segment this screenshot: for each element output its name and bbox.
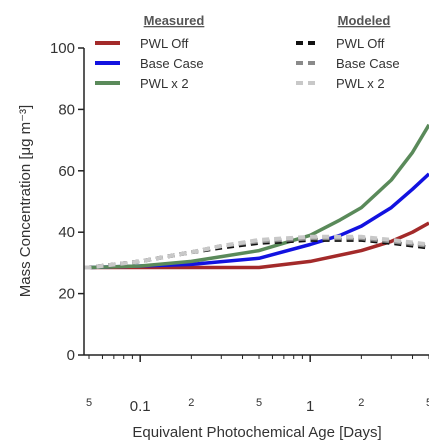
- y-tick-label: 20: [58, 286, 75, 303]
- x-tick-label: 0.1: [130, 398, 151, 415]
- y-tick-label: 0: [67, 347, 75, 364]
- series-layer: [84, 123, 429, 270]
- legend-label-modeled-2: PWL x 2: [336, 76, 385, 91]
- legend: Measured Modeled PWL Off Base Case PWL x 2…: [95, 13, 400, 91]
- y-tick-label: 40: [58, 224, 75, 241]
- x-tick-label: 5: [256, 397, 262, 409]
- x-tick-label: 5: [86, 397, 92, 409]
- legend-measured-header: Measured: [144, 13, 205, 28]
- y-tick-label: 80: [58, 101, 75, 118]
- x-tick-label: 5: [426, 397, 429, 409]
- y-ticks: 0 20 40 60 80 100: [50, 40, 84, 364]
- x-ticks: 5 0.1 2 5 1 2 5: [86, 355, 429, 415]
- y-axis-title: Mass Concentration [μg m⁻³]: [17, 105, 34, 297]
- legend-label-measured-1: Base Case: [140, 56, 204, 71]
- axes: [83, 48, 429, 356]
- x-tick-label: 2: [188, 397, 194, 409]
- legend-modeled-header: Modeled: [338, 13, 391, 28]
- x-tick-label: 2: [358, 397, 364, 409]
- series-line-measured-0: [84, 221, 429, 270]
- x-axis-title: Equivalent Photochemical Age [Days]: [132, 424, 381, 441]
- y-tick-label: 100: [50, 40, 75, 57]
- x-tick-label: 1: [306, 398, 314, 415]
- legend-label-modeled-1: Base Case: [336, 56, 400, 71]
- legend-label-modeled-0: PWL Off: [336, 36, 385, 51]
- y-tick-label: 60: [58, 163, 75, 180]
- legend-label-measured-2: PWL x 2: [140, 76, 189, 91]
- legend-label-measured-0: PWL Off: [140, 36, 189, 51]
- series-line-modeled-5: [84, 234, 429, 270]
